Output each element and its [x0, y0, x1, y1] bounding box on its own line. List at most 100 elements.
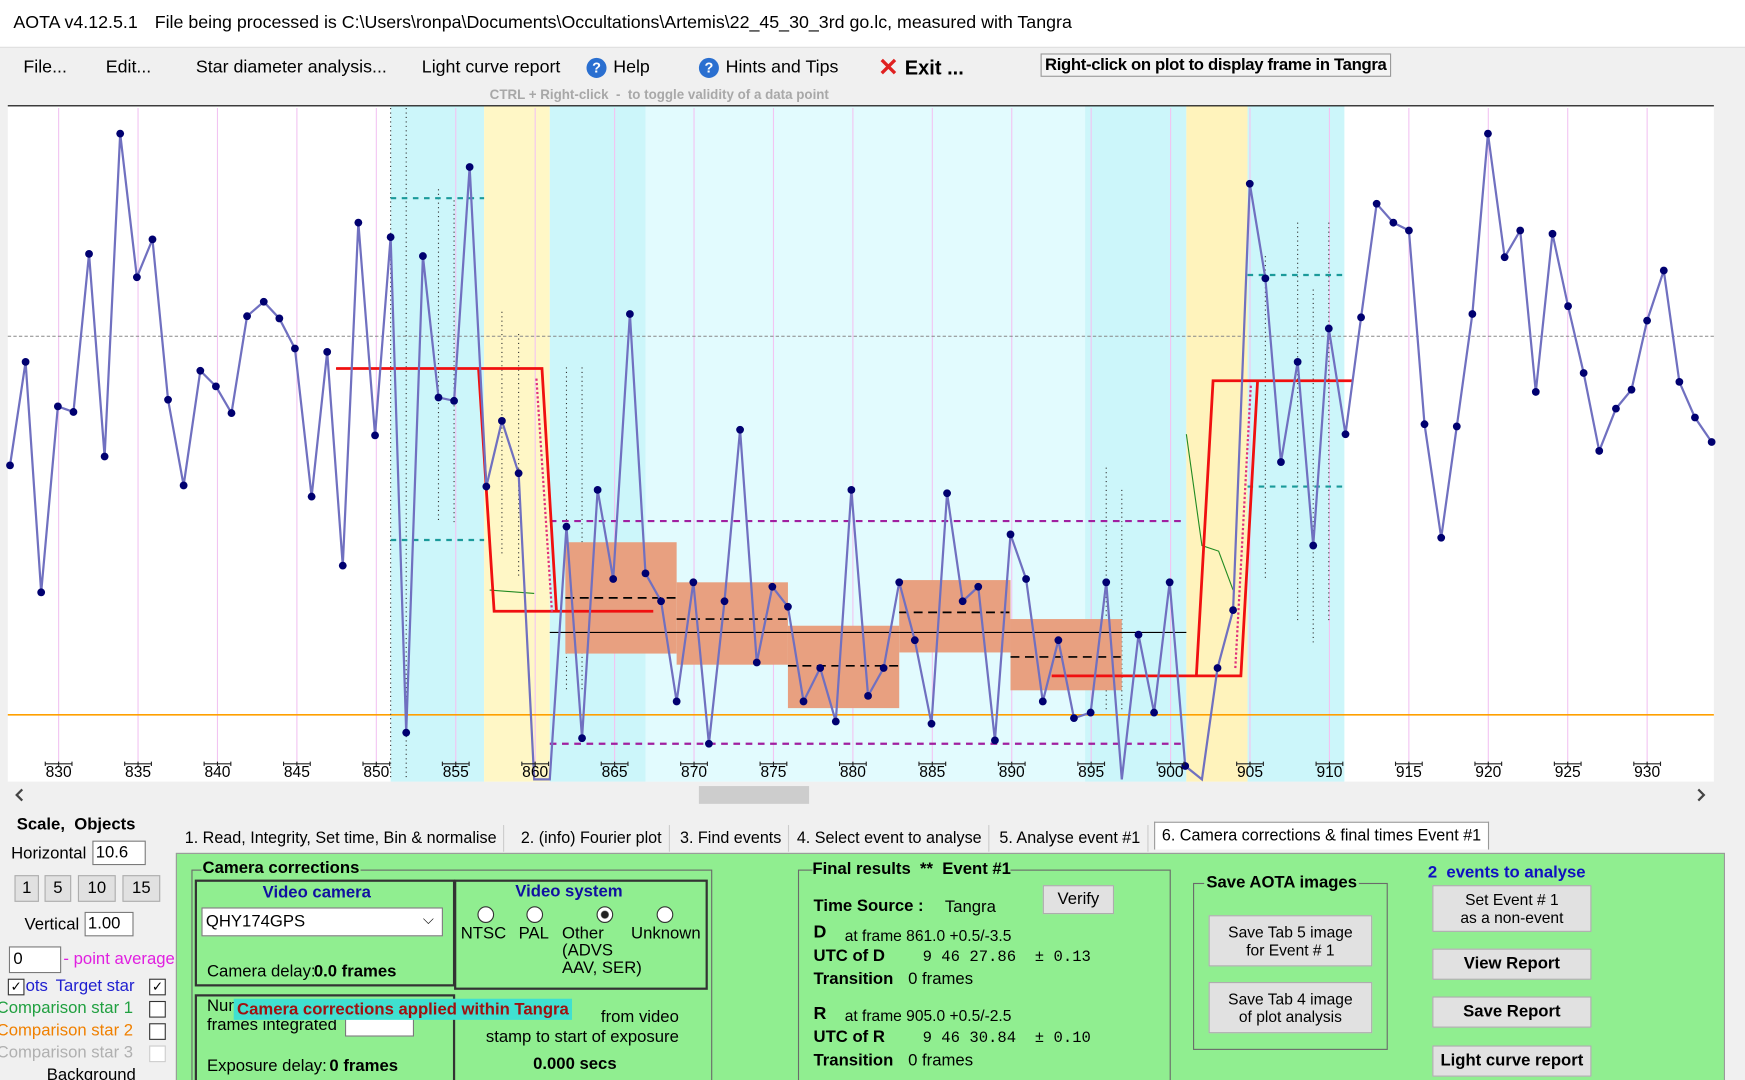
title-bar — [0, 0, 1745, 48]
data-point — [1420, 420, 1429, 429]
results-label: Transition — [813, 969, 894, 989]
save-button[interactable]: Save Tab 5 image for Event # 1 — [1208, 915, 1373, 967]
data-point — [419, 252, 427, 260]
radio[interactable] — [477, 906, 495, 924]
event-button[interactable]: Set Event # 1 as a non-event — [1432, 885, 1592, 932]
menu-item[interactable]: Help — [613, 57, 650, 77]
data-point — [1245, 179, 1254, 188]
scale-button[interactable]: 10 — [77, 875, 116, 902]
tab[interactable]: 5. Analyse event #1 — [992, 825, 1149, 852]
x-tick-label: 880 — [840, 764, 866, 781]
data-point — [371, 431, 379, 440]
menu-item[interactable]: Light curve report — [421, 57, 561, 77]
plot-hint: Right-click on plot to display frame in … — [1040, 53, 1391, 77]
data-point — [1691, 413, 1699, 422]
tab[interactable]: 4. Select event to analyse — [790, 825, 990, 852]
data-point — [1468, 310, 1477, 318]
scroll-thumb[interactable] — [698, 786, 810, 804]
vertical-input[interactable]: 1.00 — [84, 911, 134, 937]
data-point — [1293, 357, 1302, 366]
camera-select[interactable]: QHY174GPS — [201, 907, 443, 937]
tick-mark — [997, 761, 1026, 767]
light-curve-plot[interactable]: 830 835 840 845 850 855 860 865 870 875 880 885 890 8… — [0, 0, 1745, 808]
event-fit — [535, 378, 1253, 669]
point-average-select[interactable]: 0 — [8, 946, 62, 974]
radio-label: NTSC — [460, 924, 507, 944]
band — [1247, 105, 1345, 782]
checkbox[interactable] — [149, 1045, 166, 1063]
scale-button[interactable]: 5 — [44, 875, 72, 902]
x-tick-label: 840 — [204, 764, 230, 781]
radio-label: PAL — [518, 924, 549, 944]
tick-mark — [1315, 761, 1344, 767]
data-point — [1038, 697, 1047, 706]
scale-button[interactable]: 15 — [122, 875, 161, 902]
checkbox[interactable] — [149, 1000, 166, 1018]
scale-title: Scale, Objects — [16, 815, 136, 834]
results-value: 9 46 30.84 ± 0.10 — [922, 1029, 1091, 1048]
data-point — [958, 597, 967, 606]
data-point — [847, 485, 856, 494]
data-point — [1707, 438, 1716, 446]
horizontal-label: Horizontal — [11, 843, 87, 863]
tick-mark — [1553, 761, 1582, 767]
radio[interactable] — [526, 906, 544, 924]
event-button[interactable]: Light curve report — [1432, 1045, 1592, 1077]
scale-button[interactable]: 1 — [14, 875, 39, 902]
tick-mark — [1236, 761, 1264, 767]
tab[interactable]: 1. Read, Integrity, Set time, Bin & norm… — [178, 825, 505, 852]
scroll-right[interactable] — [1697, 788, 1706, 802]
checkbox[interactable] — [149, 1023, 166, 1040]
x-tick-label: 900 — [1158, 764, 1184, 781]
horizontal-input[interactable]: 10.6 — [92, 840, 146, 866]
scroll-left[interactable] — [15, 788, 24, 802]
tick-mark — [918, 761, 947, 767]
results-label: R — [813, 1004, 827, 1024]
save-button[interactable]: Save Tab 4 image of plot analysis — [1208, 982, 1373, 1034]
radio[interactable] — [656, 906, 674, 924]
event-button[interactable]: Save Report — [1432, 996, 1592, 1028]
exposure-delay-label: Exposure delay: — [206, 1056, 327, 1076]
data-point — [705, 739, 713, 748]
other-note: (ADVS AAV, SER) — [562, 940, 642, 978]
data-point — [1213, 664, 1222, 672]
event-button[interactable]: View Report — [1432, 948, 1592, 980]
tick-mark — [600, 761, 629, 767]
tab[interactable]: 2. (info) Fourier plot — [514, 825, 670, 852]
radio-selected[interactable] — [596, 906, 614, 924]
checkbox[interactable]: ✓ — [149, 978, 166, 996]
menu-item[interactable]: Star diameter analysis... — [195, 57, 387, 77]
event-model — [336, 367, 1353, 678]
vertical-label: Vertical — [24, 915, 80, 935]
results-value: at frame 861.0 +0.5/-3.5 — [844, 926, 1012, 945]
dropdown-arrow: ⌵ — [422, 910, 434, 928]
data-point — [6, 461, 14, 470]
tab-selected[interactable]: 6. Camera corrections & final times Even… — [1154, 821, 1489, 850]
x-tick-label: 830 — [46, 764, 72, 781]
menu-item[interactable]: Edit... — [105, 57, 152, 77]
menu-item[interactable]: Exit ... — [904, 56, 964, 80]
data-point — [1324, 324, 1333, 333]
data-point — [1564, 302, 1572, 311]
menu-item[interactable]: File... — [23, 57, 67, 77]
radio-label: Other — [562, 924, 604, 944]
checkbox[interactable]: ✓ — [7, 978, 25, 996]
verify-button[interactable]: Verify — [1042, 885, 1115, 915]
group-title: Camera corrections — [201, 858, 361, 878]
scrollbar[interactable] — [7, 783, 1714, 807]
x-tick-label: 925 — [1555, 764, 1581, 781]
data-point — [578, 734, 586, 743]
data-point — [864, 691, 872, 700]
data-point — [1086, 708, 1095, 717]
data-point — [831, 717, 840, 726]
menu-item[interactable]: Hints and Tips — [725, 57, 839, 77]
data-point — [465, 163, 474, 171]
data-point — [720, 597, 729, 606]
tab[interactable]: 3. Find events — [673, 825, 790, 852]
data-point — [1165, 578, 1174, 587]
camera-delay-label: Camera delay: — [206, 961, 316, 981]
data-point — [243, 312, 251, 321]
data-point — [1579, 369, 1588, 377]
tick-mark — [1394, 761, 1423, 767]
